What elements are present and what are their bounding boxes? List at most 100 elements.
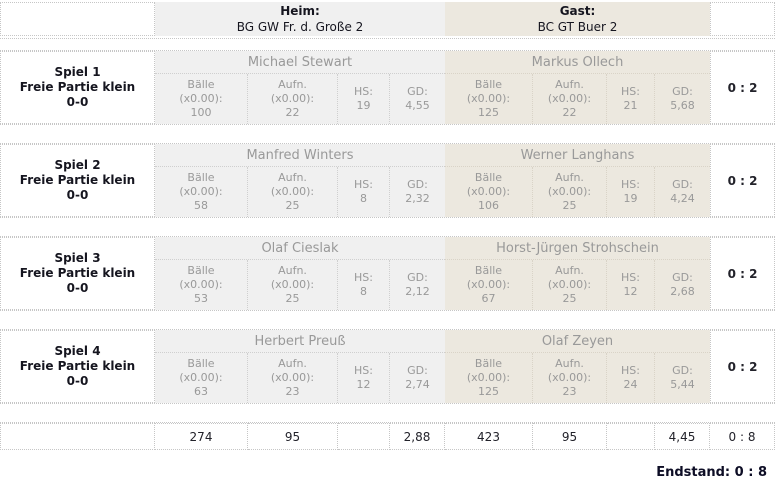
aufn-label: Aufn. (278, 264, 307, 277)
guest-total-baelle: 423 (445, 423, 533, 450)
game-row-spiel-3: Spiel 3 Freie Partie klein 0-0 Olaf Cies… (0, 237, 775, 310)
game-prescore: 0-0 (66, 281, 89, 295)
hs-value: 12 (623, 285, 638, 298)
game-discipline: Freie Partie klein (19, 80, 136, 94)
multiplier-label: (x0.00): (466, 185, 511, 198)
multiplier-label: (x0.00): (179, 371, 223, 384)
header-right-empty-cell (710, 2, 775, 36)
home-hs-stat: HS: 12 (338, 353, 390, 403)
home-gd-stat: GD: 2,32 (390, 167, 445, 217)
baelle-label: Bälle (187, 357, 215, 370)
multiplier-label: (x0.00): (466, 371, 511, 384)
home-gd-stat: GD: 4,55 (390, 74, 445, 124)
aufn-label: Aufn. (278, 78, 307, 91)
game-label: Spiel 2 Freie Partie klein 0-0 (0, 144, 155, 217)
home-gd-stat: GD: 2,12 (390, 260, 445, 310)
home-hs-stat: HS: 19 (338, 74, 390, 124)
baelle-value: 125 (478, 385, 499, 398)
gd-label: GD: (407, 364, 428, 377)
endstand-label: Endstand: 0 : 8 (656, 465, 767, 479)
guest-gd-stat: GD: 2,68 (655, 260, 710, 310)
home-player-name: Olaf Cieslak (155, 237, 445, 260)
game-row-spiel-2: Spiel 2 Freie Partie klein 0-0 Manfred W… (0, 144, 775, 217)
guest-gd-stat: GD: 5,68 (655, 74, 710, 124)
game-label: Spiel 3 Freie Partie klein 0-0 (0, 237, 155, 310)
multiplier-label: (x0.00): (270, 92, 315, 105)
game-score: 0 : 2 (710, 144, 775, 217)
home-hs-stat: HS: 8 (338, 167, 390, 217)
gd-label: GD: (407, 85, 428, 98)
guest-team-name: BC GT Buer 2 (537, 20, 618, 34)
multiplier-label: (x0.00): (179, 92, 223, 105)
gd-value: 2,68 (670, 285, 695, 298)
guest-baelle-stat: Bälle (x0.00): 67 (445, 260, 533, 310)
game-name: Spiel 1 (54, 65, 101, 79)
gd-label: GD: (672, 364, 693, 377)
multiplier-label: (x0.00): (179, 185, 223, 198)
game-name: Spiel 2 (54, 158, 101, 172)
multiplier-label: (x0.00): (547, 185, 592, 198)
hs-label: HS: (621, 271, 640, 284)
aufn-value: 22 (285, 106, 300, 119)
spacer-row (0, 38, 775, 51)
spacer-row (0, 217, 775, 237)
baelle-value: 53 (194, 292, 208, 305)
multiplier-label: (x0.00): (179, 278, 223, 291)
gd-value: 4,55 (405, 99, 430, 112)
baelle-label: Bälle (187, 264, 215, 277)
aufn-value: 25 (562, 292, 577, 305)
gd-label: GD: (407, 178, 428, 191)
multiplier-label: (x0.00): (270, 278, 315, 291)
home-total-aufn: 95 (248, 423, 338, 450)
guest-aufn-stat: Aufn. (x0.00): 25 (533, 260, 607, 310)
guest-gd-stat: GD: 5,44 (655, 353, 710, 403)
multiplier-label: (x0.00): (466, 278, 511, 291)
gd-value: 5,44 (670, 378, 695, 391)
baelle-label: Bälle (474, 78, 503, 91)
baelle-value: 67 (481, 292, 496, 305)
guest-baelle-stat: Bälle (x0.00): 125 (445, 74, 533, 124)
hs-label: HS: (621, 85, 640, 98)
multiplier-label: (x0.00): (270, 371, 315, 384)
gd-label: GD: (672, 271, 693, 284)
gd-label: GD: (672, 178, 693, 191)
aufn-label: Aufn. (555, 78, 584, 91)
multiplier-label: (x0.00): (547, 371, 592, 384)
guest-aufn-stat: Aufn. (x0.00): 25 (533, 167, 607, 217)
hs-label: HS: (621, 364, 640, 377)
baelle-label: Bälle (474, 171, 503, 184)
aufn-label: Aufn. (555, 264, 584, 277)
total-score: 0 : 8 (710, 423, 775, 450)
hs-label: HS: (621, 178, 640, 191)
guest-gd-stat: GD: 4,24 (655, 167, 710, 217)
multiplier-label: (x0.00): (270, 185, 315, 198)
home-player-name: Herbert Preuß (155, 330, 445, 353)
gd-value: 2,32 (405, 192, 430, 205)
baelle-label: Bälle (474, 357, 503, 370)
gd-label: GD: (407, 271, 428, 284)
home-total-baelle: 274 (155, 423, 248, 450)
home-player-name: Manfred Winters (155, 144, 445, 167)
game-name: Spiel 3 (54, 251, 101, 265)
home-aufn-stat: Aufn. (x0.00): 25 (248, 167, 338, 217)
baelle-label: Bälle (187, 78, 215, 91)
aufn-label: Aufn. (278, 357, 307, 370)
spacer-row (0, 403, 775, 423)
game-prescore: 0-0 (66, 95, 89, 109)
guest-total-aufn: 95 (533, 423, 607, 450)
home-label: Heim: (280, 4, 320, 18)
home-total-hs (338, 423, 390, 450)
hs-value: 19 (623, 192, 638, 205)
game-label: Spiel 4 Freie Partie klein 0-0 (0, 330, 155, 403)
game-label: Spiel 1 Freie Partie klein 0-0 (0, 51, 155, 124)
game-score: 0 : 2 (710, 237, 775, 310)
home-baelle-stat: Bälle (x0.00): 58 (155, 167, 248, 217)
baelle-value: 63 (194, 385, 208, 398)
guest-hs-stat: HS: 21 (607, 74, 655, 124)
baelle-label: Bälle (474, 264, 503, 277)
guest-hs-stat: HS: 19 (607, 167, 655, 217)
baelle-value: 125 (478, 106, 499, 119)
totals-empty-cell (0, 423, 155, 450)
hs-value: 8 (360, 285, 367, 298)
guest-label: Gast: (559, 4, 596, 18)
